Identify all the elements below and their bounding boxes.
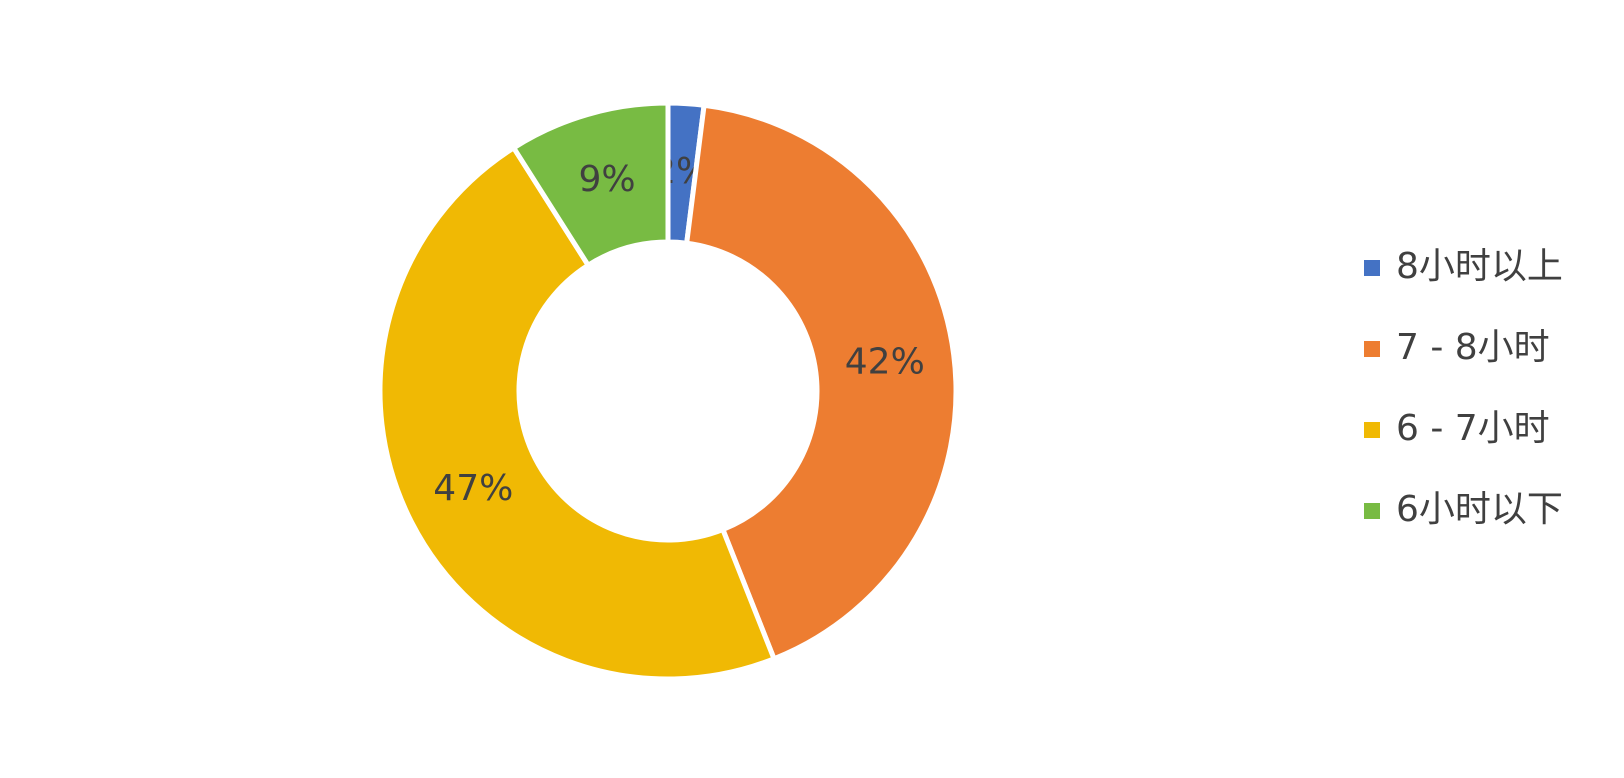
legend-swatch — [1364, 341, 1380, 357]
donut-slice — [510, 100, 671, 269]
legend-swatch — [1364, 503, 1380, 519]
legend-label: 6小时以下 — [1396, 489, 1563, 530]
legend-label: 7 - 8小时 — [1396, 327, 1550, 368]
data-label: 42% — [845, 342, 925, 383]
donut-slice — [377, 144, 778, 682]
legend-swatch — [1364, 260, 1380, 276]
data-label: 9% — [578, 159, 635, 200]
legend-label: 6 - 7小时 — [1396, 408, 1550, 449]
legend-label: 8小时以上 — [1396, 246, 1563, 287]
legend-swatch — [1364, 422, 1380, 438]
donut-slice — [683, 102, 959, 663]
data-label: 47% — [433, 468, 513, 509]
